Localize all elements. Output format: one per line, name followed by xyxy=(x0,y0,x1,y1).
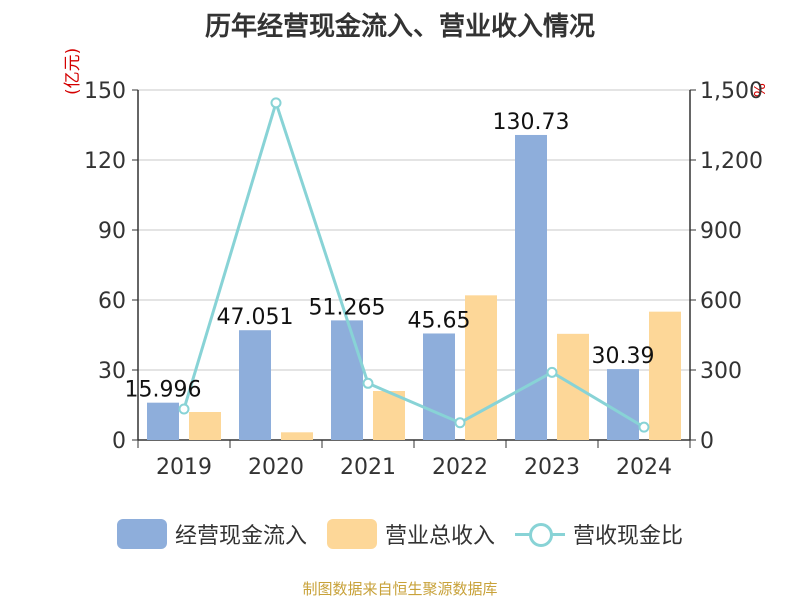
bar-data-label: 130.73 xyxy=(493,110,570,135)
bar-data-label: 47.051 xyxy=(217,305,294,330)
x-axis-tick-label: 2019 xyxy=(156,455,212,480)
ratio-point xyxy=(270,97,282,109)
left-axis-tick-label: 0 xyxy=(112,429,126,454)
left-axis-tick-label: 60 xyxy=(98,289,126,314)
right-axis-tick-label: 900 xyxy=(700,219,742,244)
bar-cash-inflow xyxy=(239,330,271,440)
right-axis-tick-label: 300 xyxy=(700,359,742,384)
right-axis-tick-label: 1,500 xyxy=(700,79,763,104)
legend-label-revenue: 营业总收入 xyxy=(384,524,495,549)
bar-revenue xyxy=(649,311,681,440)
ratio-point xyxy=(454,417,466,429)
x-axis-tick-label: 2021 xyxy=(340,455,396,480)
left-axis-tick-label: 150 xyxy=(84,79,126,104)
ratio-point xyxy=(178,403,190,415)
ratio-point xyxy=(362,377,374,389)
bar-revenue xyxy=(189,412,221,440)
bar-data-label: 51.265 xyxy=(309,295,386,320)
legend: 经营现金流入 营业总收入 营收现金比 xyxy=(0,518,800,550)
left-axis-tick-label: 30 xyxy=(98,359,126,384)
x-axis-tick-label: 2020 xyxy=(248,455,304,480)
bar-data-label: 45.65 xyxy=(408,308,471,333)
legend-swatch-revenue xyxy=(326,519,377,549)
right-axis-tick-label: 1,200 xyxy=(700,149,763,174)
x-axis-tick-label: 2022 xyxy=(432,455,488,480)
legend-swatch-ratio-dot xyxy=(529,523,553,547)
legend-swatch-cash-inflow xyxy=(116,519,167,549)
legend-item-cash-inflow[interactable]: 经营现金流入 xyxy=(116,518,307,550)
bar-cash-inflow xyxy=(331,320,363,440)
bar-cash-inflow xyxy=(515,134,547,441)
ratio-series-line xyxy=(182,97,645,429)
bar-cash-inflow xyxy=(423,333,455,440)
bar-data-label: 30.39 xyxy=(592,344,655,369)
data-source-note: 制图数据来自恒生聚源数据库 xyxy=(302,580,498,598)
left-axis-tick-label: 120 xyxy=(84,149,126,174)
left-axis-tick-label: 90 xyxy=(98,219,126,244)
legend-item-revenue[interactable]: 营业总收入 xyxy=(326,518,495,550)
legend-label-ratio: 营收现金比 xyxy=(573,524,684,549)
legend-swatch-ratio xyxy=(515,519,565,549)
bar-revenue xyxy=(373,391,405,440)
x-axis-tick-label: 2023 xyxy=(524,455,580,480)
right-axis-tick-label: 0 xyxy=(700,429,714,454)
bar-revenue xyxy=(557,333,589,440)
legend-item-ratio[interactable]: 营收现金比 xyxy=(515,518,683,550)
chart-title: 历年经营现金流入、营业收入情况 xyxy=(204,12,595,42)
legend-label-cash-inflow: 经营现金流入 xyxy=(174,524,307,549)
x-axis-tick-label: 2024 xyxy=(616,455,672,480)
bar-cash-inflow xyxy=(147,402,179,440)
right-axis-tick-label: 600 xyxy=(700,289,742,314)
bar-data-label: 15.996 xyxy=(125,378,202,403)
ratio-point xyxy=(546,366,558,378)
bar-revenue xyxy=(281,432,313,440)
bar-cash-inflow xyxy=(607,369,639,440)
ratio-point xyxy=(638,421,650,433)
